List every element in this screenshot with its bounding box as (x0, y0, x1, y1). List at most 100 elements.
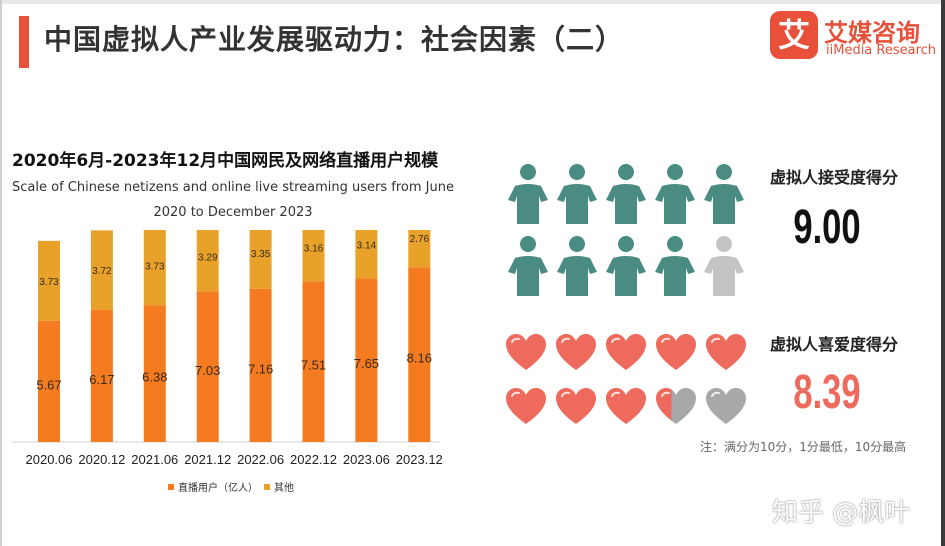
data-label: 7.65 (354, 356, 379, 371)
person-head (520, 236, 536, 252)
data-label: 3.29 (198, 252, 218, 263)
title-accent-bar (19, 16, 29, 68)
heart-highlight (661, 337, 670, 343)
person-body (704, 256, 744, 296)
frame-right (941, 0, 945, 546)
person-body (606, 256, 646, 296)
brand-logo: 艾 艾媒咨询 iiMedia Research (770, 11, 936, 63)
bar-live-users (38, 320, 60, 442)
heart-highlight (511, 391, 520, 397)
heart-highlight (611, 337, 620, 343)
bar-live-users (90, 309, 113, 442)
score-note: 注：满分为10分，1分最低，10分最高 (700, 440, 907, 454)
chart-subtitle-line2: 2020 to December 2023 (153, 205, 313, 220)
likeability-value: 8.39 (793, 366, 861, 419)
bar-live-users (143, 305, 166, 442)
bar-other (196, 230, 219, 292)
logo-name-en: iiMedia Research (826, 43, 937, 58)
chart-subtitle: Scale of Chinese netizens and online liv… (8, 175, 458, 225)
chart-title: 2020年6月-2023年12月中国网民及网络直播用户规模 (12, 151, 439, 171)
person-body (508, 184, 548, 224)
data-label: 3.16 (304, 243, 324, 254)
heart-shape (506, 334, 546, 370)
watermark: 知乎 @枫叶 (772, 498, 911, 528)
heart-shape (606, 334, 646, 370)
person-icon (557, 164, 597, 224)
bar-other (249, 230, 272, 289)
person-body (655, 184, 695, 224)
heart-icon (706, 334, 746, 370)
bar-live-users (408, 267, 431, 442)
person-body (557, 256, 597, 296)
person-body (557, 184, 597, 224)
bar-live-users (249, 288, 272, 442)
x-tick-label: 2021.12 (184, 452, 231, 467)
data-label: 3.73 (145, 262, 165, 273)
page-title: 中国虚拟人产业发展驱动力：社会因素（二） (44, 23, 625, 56)
person-head (716, 236, 732, 252)
acceptance-label: 虚拟人接受度得分 (770, 168, 899, 187)
person-icon (557, 236, 597, 296)
logo-name-cn: 艾媒咨询 (824, 19, 920, 47)
likeability-label: 虚拟人喜爱度得分 (770, 335, 899, 354)
person-icon (508, 236, 548, 296)
heart-icon (656, 334, 696, 370)
data-label: 3.72 (92, 266, 112, 277)
acceptance-person-grid (508, 164, 744, 296)
heart-shape (656, 388, 696, 424)
heart-highlight (711, 337, 720, 343)
heart-icon (556, 388, 596, 424)
bar-other (302, 230, 325, 282)
bar-other (143, 230, 166, 306)
frame-left (0, 0, 2, 546)
legend-swatch (168, 484, 174, 490)
person-head (569, 164, 585, 180)
logo-mark-icon: 艾 (770, 11, 818, 59)
data-label: 3.35 (251, 249, 271, 260)
data-label: 2.76 (410, 234, 430, 245)
bar-other (408, 230, 431, 268)
person-icon (606, 236, 646, 296)
person-icon (704, 236, 744, 296)
person-head (618, 164, 634, 180)
heart-shape (656, 334, 696, 370)
person-head (618, 236, 634, 252)
person-head (520, 164, 536, 180)
heart-icon (506, 388, 546, 424)
person-icon (655, 236, 695, 296)
acceptance-value: 9.00 (793, 201, 861, 254)
person-body (655, 256, 695, 296)
legend-label: 直播用户（亿人） (178, 481, 258, 494)
heart-shape (706, 388, 746, 424)
heart-icon (606, 334, 646, 370)
stacked-bar-chart: 5.67 3.73 2020.06 6.17 3.72 2020.12 6.38 3.73 20… (12, 230, 443, 494)
chart-subtitle-line1: Scale of Chinese netizens and online liv… (12, 180, 454, 195)
x-tick-label: 2022.06 (237, 452, 284, 467)
person-icon (508, 164, 548, 224)
heart-icon (706, 388, 746, 424)
bar-live-users (196, 291, 219, 442)
data-label: 7.16 (248, 361, 273, 376)
person-body (508, 256, 548, 296)
heart-highlight (611, 391, 620, 397)
x-tick-label: 2023.06 (343, 452, 390, 467)
bar-other (355, 230, 378, 279)
bar-live-users (355, 278, 378, 442)
heart-shape (506, 388, 546, 424)
bar-live-users (302, 281, 325, 442)
data-label: 5.67 (36, 377, 61, 392)
x-tick-label: 2021.06 (131, 452, 178, 467)
heart-highlight (661, 391, 670, 397)
heart-shape (606, 388, 646, 424)
heart-highlight (561, 337, 570, 343)
heart-icon (656, 388, 696, 424)
person-head (716, 164, 732, 180)
heart-icon (556, 334, 596, 370)
x-tick-label: 2023.12 (396, 452, 443, 467)
person-head (667, 236, 683, 252)
data-label: 3.14 (357, 241, 377, 252)
heart-highlight (511, 337, 520, 343)
person-icon (655, 164, 695, 224)
person-head (667, 164, 683, 180)
person-icon (704, 164, 744, 224)
